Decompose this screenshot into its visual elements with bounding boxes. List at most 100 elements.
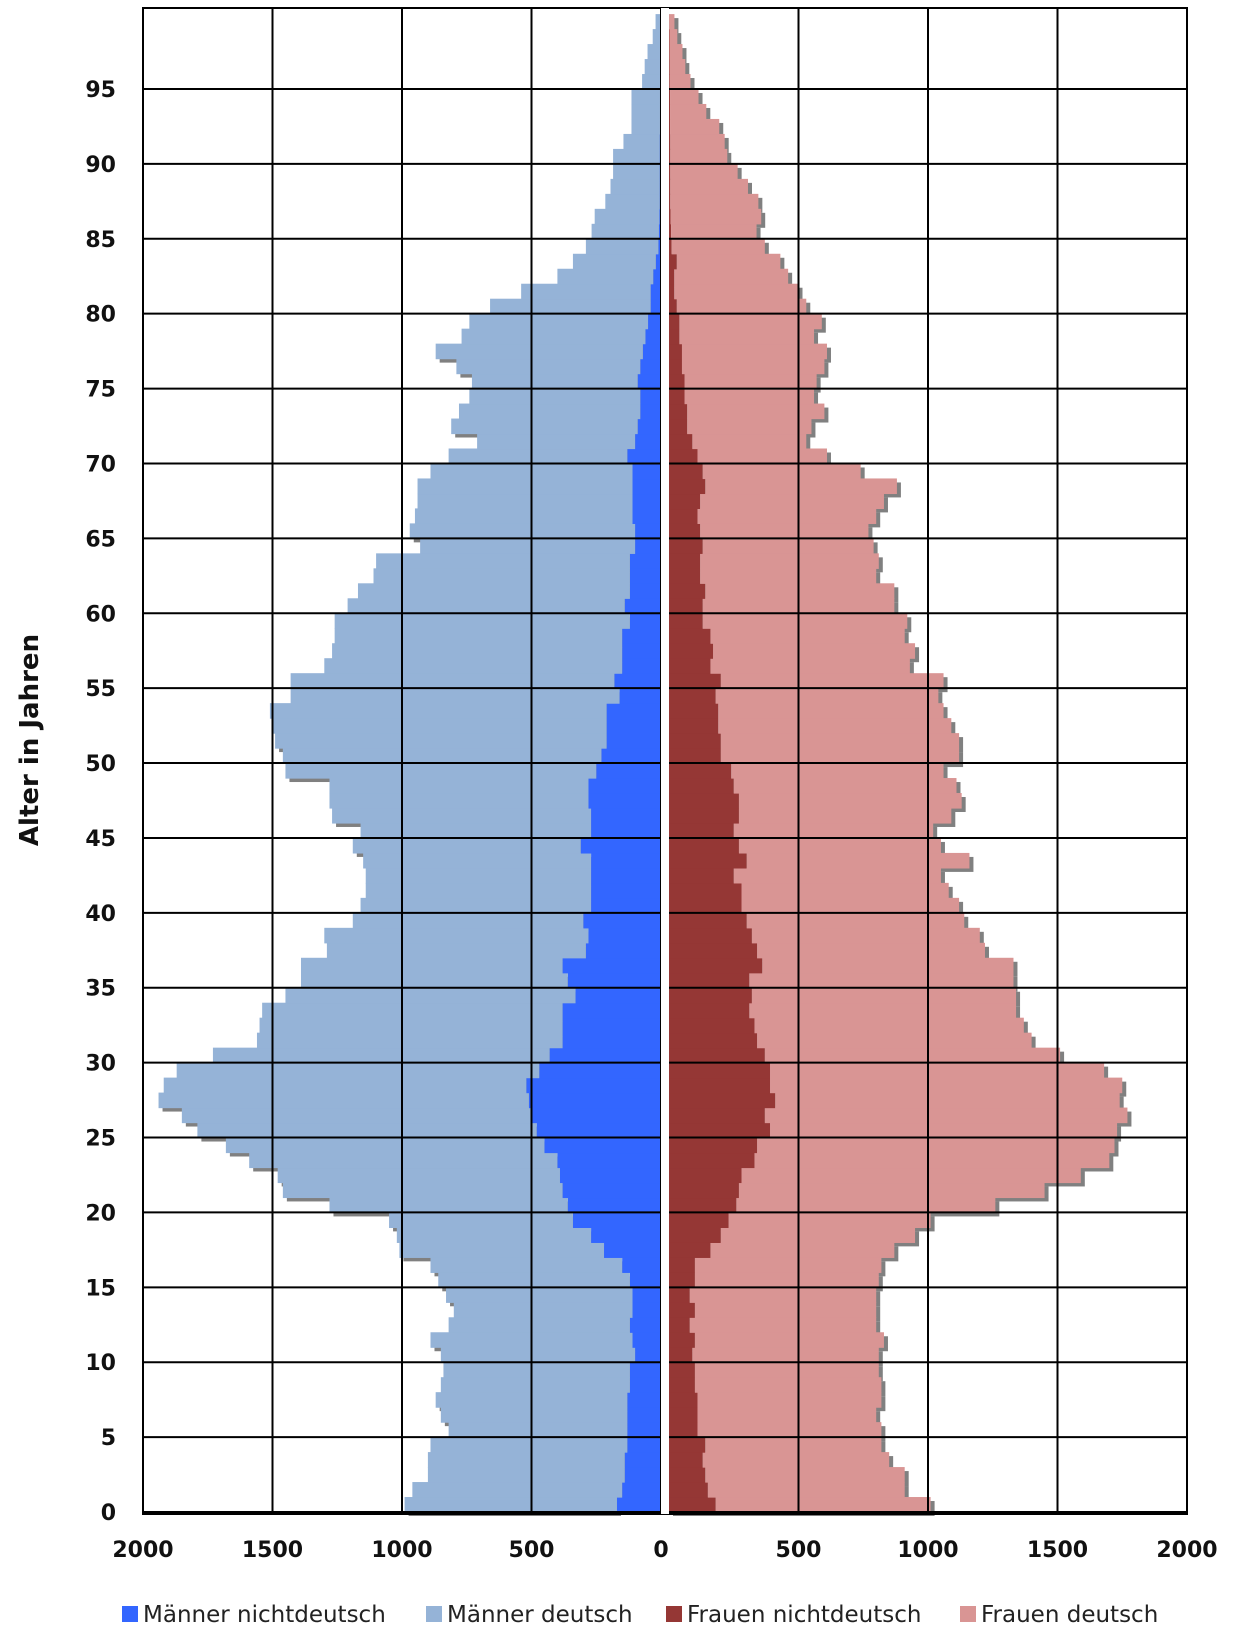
bar-frauen-deutsch	[670, 103, 707, 120]
bar-maenner-deutsch	[332, 643, 623, 659]
bar-maenner-nichtdeutsch	[629, 553, 661, 569]
bar-frauen-nichtdeutsch	[669, 598, 703, 614]
bar-maenner-nichtdeutsch	[562, 1032, 661, 1049]
bar-maenner-deutsch	[652, 29, 661, 45]
bar-maenner-nichtdeutsch	[572, 1212, 661, 1228]
bar-frauen-nichtdeutsch	[669, 1212, 729, 1228]
bar-frauen-nichtdeutsch	[669, 253, 677, 270]
bar-frauen-deutsch	[681, 343, 827, 360]
bar-maenner-nichtdeutsch	[622, 628, 661, 644]
bar-maenner-nichtdeutsch	[640, 388, 661, 405]
bar-frauen-nichtdeutsch	[669, 1122, 771, 1139]
bar-maenner-nichtdeutsch	[632, 508, 661, 524]
bar-frauen-deutsch	[707, 1482, 905, 1498]
bar-maenner-deutsch	[427, 1467, 625, 1483]
bar-maenner-deutsch	[417, 493, 633, 510]
legend-swatch-maenner-nichtdeutsch	[122, 1606, 138, 1622]
bar-maenner-nichtdeutsch	[635, 523, 661, 539]
bar-maenner-nichtdeutsch	[624, 1467, 661, 1483]
bar-maenner-nichtdeutsch	[591, 882, 661, 899]
y-tick-label: 25	[85, 1127, 116, 1152]
bar-frauen-nichtdeutsch	[669, 882, 742, 899]
bar-frauen-nichtdeutsch	[669, 1197, 737, 1214]
bar-maenner-nichtdeutsch	[591, 807, 661, 824]
bar-frauen-deutsch	[720, 733, 960, 749]
bar-frauen-nichtdeutsch	[669, 89, 671, 105]
bar-maenner-deutsch	[269, 703, 607, 719]
bar-maenner-nichtdeutsch	[629, 1377, 661, 1393]
bar-maenner-deutsch	[456, 358, 641, 375]
bar-maenner-deutsch	[225, 1137, 545, 1154]
bar-frauen-nichtdeutsch	[669, 778, 734, 794]
bar-frauen-deutsch	[733, 867, 941, 884]
bar-maenner-deutsch	[469, 388, 641, 405]
bar-frauen-deutsch	[689, 1317, 877, 1333]
bar-maenner-deutsch	[376, 553, 630, 569]
bar-frauen-deutsch	[679, 313, 822, 330]
bar-frauen-nichtdeutsch	[669, 74, 670, 90]
bar-frauen-deutsch	[749, 972, 1014, 989]
y-tick-label: 15	[85, 1276, 116, 1301]
bar-maenner-deutsch	[365, 867, 592, 884]
bar-frauen-deutsch	[700, 493, 884, 510]
bar-maenner-deutsch	[332, 807, 592, 824]
bar-maenner-deutsch	[448, 1422, 628, 1438]
bar-frauen-nichtdeutsch	[669, 268, 675, 285]
y-tick-label: 70	[85, 452, 116, 477]
bar-frauen-nichtdeutsch	[669, 1182, 739, 1199]
bar-frauen-nichtdeutsch	[669, 193, 671, 210]
bar-maenner-deutsch	[329, 793, 589, 809]
bar-frauen-deutsch	[733, 822, 934, 839]
bar-frauen-deutsch	[692, 1347, 879, 1363]
bar-frauen-deutsch	[720, 673, 944, 689]
bar-maenner-deutsch	[290, 688, 620, 704]
bar-maenner-deutsch	[300, 957, 563, 974]
bar-frauen-deutsch	[697, 1422, 882, 1438]
bar-frauen-nichtdeutsch	[669, 178, 671, 195]
bar-frauen-deutsch	[670, 118, 720, 135]
bar-maenner-nichtdeutsch	[549, 1047, 661, 1064]
bar-frauen-deutsch	[694, 1362, 879, 1378]
bar-maenner-nichtdeutsch	[637, 418, 661, 435]
bar-maenner-nichtdeutsch	[567, 972, 661, 989]
bar-maenner-nichtdeutsch	[650, 298, 661, 315]
bar-maenner-nichtdeutsch	[629, 613, 661, 629]
bar-maenner-nichtdeutsch	[642, 343, 661, 360]
bar-maenner-nichtdeutsch	[539, 1062, 661, 1079]
bar-frauen-nichtdeutsch	[669, 793, 739, 809]
bar-frauen-nichtdeutsch	[669, 643, 714, 659]
bar-frauen-deutsch	[746, 912, 965, 929]
bar-frauen-nichtdeutsch	[669, 1242, 711, 1258]
bar-frauen-nichtdeutsch	[669, 523, 701, 539]
bar-frauen-nichtdeutsch	[669, 867, 734, 884]
center-divider	[661, 8, 669, 1514]
bar-frauen-deutsch	[702, 538, 874, 554]
bar-frauen-deutsch	[694, 1377, 882, 1393]
bar-maenner-deutsch	[360, 897, 592, 914]
bar-maenner-deutsch	[430, 1257, 623, 1273]
y-tick-label: 65	[85, 527, 116, 552]
bar-maenner-deutsch	[631, 118, 660, 135]
x-tick-label-left: 500	[509, 1538, 555, 1563]
bar-maenner-nichtdeutsch	[604, 1242, 661, 1258]
bar-maenner-deutsch	[329, 778, 589, 794]
bar-frauen-nichtdeutsch	[669, 133, 671, 150]
bar-frauen-nichtdeutsch	[669, 1317, 690, 1333]
x-tick-label-left: 0	[653, 1538, 668, 1563]
bar-frauen-nichtdeutsch	[669, 118, 671, 135]
bar-maenner-deutsch	[197, 1122, 537, 1139]
bar-maenner-nichtdeutsch	[567, 1197, 661, 1214]
bar-frauen-nichtdeutsch	[669, 1452, 703, 1468]
bar-maenner-nichtdeutsch	[588, 927, 661, 944]
bar-maenner-deutsch	[329, 1197, 568, 1214]
bar-frauen-nichtdeutsch	[669, 718, 719, 734]
bar-frauen-deutsch	[705, 478, 897, 495]
bar-frauen-nichtdeutsch	[669, 1272, 695, 1288]
bar-frauen-deutsch	[697, 1392, 882, 1408]
bar-frauen-nichtdeutsch	[669, 208, 671, 225]
bar-frauen-nichtdeutsch	[669, 1062, 771, 1079]
bar-frauen-deutsch	[754, 1152, 1110, 1169]
bar-frauen-deutsch	[718, 703, 944, 719]
bar-maenner-deutsch	[610, 178, 660, 195]
bar-maenner-nichtdeutsch	[650, 283, 661, 300]
